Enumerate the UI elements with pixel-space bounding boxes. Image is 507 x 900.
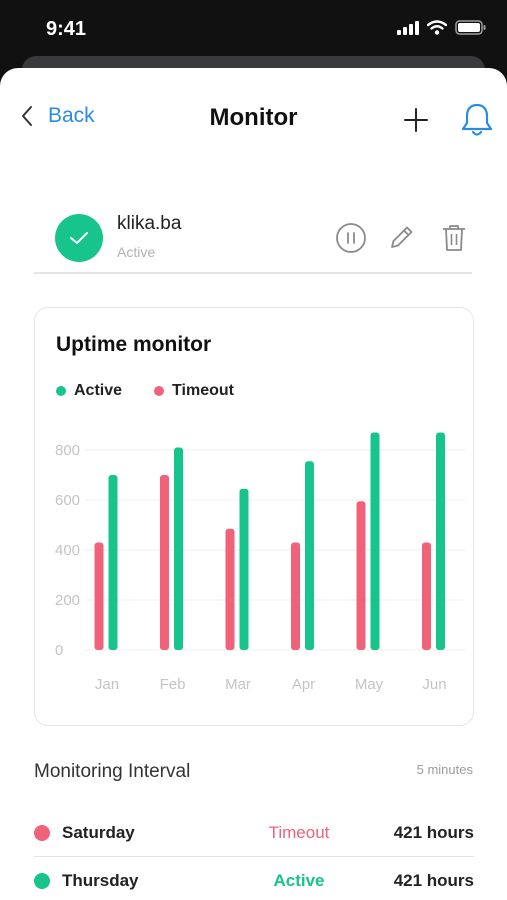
battery-icon xyxy=(455,20,486,35)
uptime-chart-card: Uptime monitor Active Timeout 0 200 400 600… xyxy=(34,307,474,726)
pause-icon xyxy=(336,223,366,253)
log-status: Timeout xyxy=(268,823,330,842)
delete-button[interactable] xyxy=(440,222,468,259)
log-day: Thursday xyxy=(62,871,139,890)
y-tick-label: 400 xyxy=(55,542,80,559)
trash-icon xyxy=(443,225,465,251)
bar-active-may[interactable] xyxy=(370,432,380,651)
chart-title: Uptime monitor xyxy=(56,333,212,356)
bar-active-apr[interactable] xyxy=(305,461,314,650)
log-row[interactable]: Saturday Timeout 421 hours xyxy=(34,809,474,857)
legend-dot-timeout xyxy=(154,386,165,396)
log-status-dot xyxy=(34,825,50,841)
bar-timeout-may[interactable] xyxy=(356,501,366,650)
back-button[interactable]: Back xyxy=(20,104,95,128)
legend-dot-active xyxy=(56,386,66,396)
chart-legend: Active Timeout xyxy=(56,382,266,400)
pencil-icon xyxy=(391,226,413,248)
legend-label-timeout: Timeout xyxy=(172,382,234,399)
log-status-dot xyxy=(34,873,50,889)
bar-timeout-jun[interactable] xyxy=(422,542,431,651)
edit-button[interactable] xyxy=(387,222,417,257)
bar-timeout-apr[interactable] xyxy=(291,542,300,651)
y-tick-label: 200 xyxy=(55,592,80,609)
legend-label-active: Active xyxy=(74,382,123,399)
y-tick-label: 800 xyxy=(55,442,80,459)
status-bar: 9:41 xyxy=(0,0,507,56)
log-hours: 421 hours xyxy=(393,823,474,842)
bar-timeout-mar[interactable] xyxy=(225,528,235,650)
x-tick-label: May xyxy=(355,676,384,693)
plus-icon xyxy=(404,108,428,132)
x-tick-label: Jun xyxy=(422,676,446,693)
bell-icon xyxy=(461,103,493,136)
legend-item-active: Active xyxy=(56,382,122,400)
monitor-sheet: Back Monitor klika.ba Active xyxy=(0,68,507,900)
add-button[interactable] xyxy=(402,106,430,139)
log-hours: 421 hours xyxy=(393,871,474,890)
site-row: klika.ba Active xyxy=(34,208,472,274)
monitoring-interval-label: Monitoring Interval xyxy=(34,761,191,782)
site-status-badge xyxy=(55,214,103,262)
status-time: 9:41 xyxy=(46,18,87,40)
bar-active-mar[interactable] xyxy=(239,488,249,650)
notifications-button[interactable] xyxy=(460,102,494,143)
y-tick-label: 0 xyxy=(55,642,63,659)
site-status: Active xyxy=(117,244,156,260)
x-tick-label: Mar xyxy=(225,676,251,693)
bar-active-jun[interactable] xyxy=(436,432,445,651)
nav-bar: Back Monitor xyxy=(0,68,507,168)
wifi-icon xyxy=(427,20,447,35)
site-name: klika.ba xyxy=(117,213,182,234)
monitoring-interval-value: 5 minutes xyxy=(416,762,473,777)
bar-active-feb[interactable] xyxy=(174,447,183,651)
chevron-left-icon xyxy=(22,106,32,126)
log-day: Saturday xyxy=(62,823,135,842)
legend-item-timeout: Timeout xyxy=(154,382,234,400)
bar-timeout-feb[interactable] xyxy=(160,475,169,650)
check-icon xyxy=(70,232,88,244)
back-label: Back xyxy=(48,104,95,127)
log-row[interactable]: Thursday Active 421 hours xyxy=(34,857,474,900)
bar-active-jan[interactable] xyxy=(108,475,118,650)
bar-timeout-jan[interactable] xyxy=(94,542,104,651)
uptime-bar-chart: 0 200 400 600 800 Jan Feb Mar Apr May Jun xyxy=(55,432,465,693)
signal-icon xyxy=(397,20,419,35)
status-icons xyxy=(397,20,487,35)
pause-button[interactable] xyxy=(335,222,367,259)
y-tick-label: 600 xyxy=(55,492,80,509)
x-tick-label: Apr xyxy=(292,676,315,693)
log-status: Active xyxy=(273,871,325,890)
x-tick-label: Jan xyxy=(95,676,119,693)
x-tick-label: Feb xyxy=(160,676,186,693)
